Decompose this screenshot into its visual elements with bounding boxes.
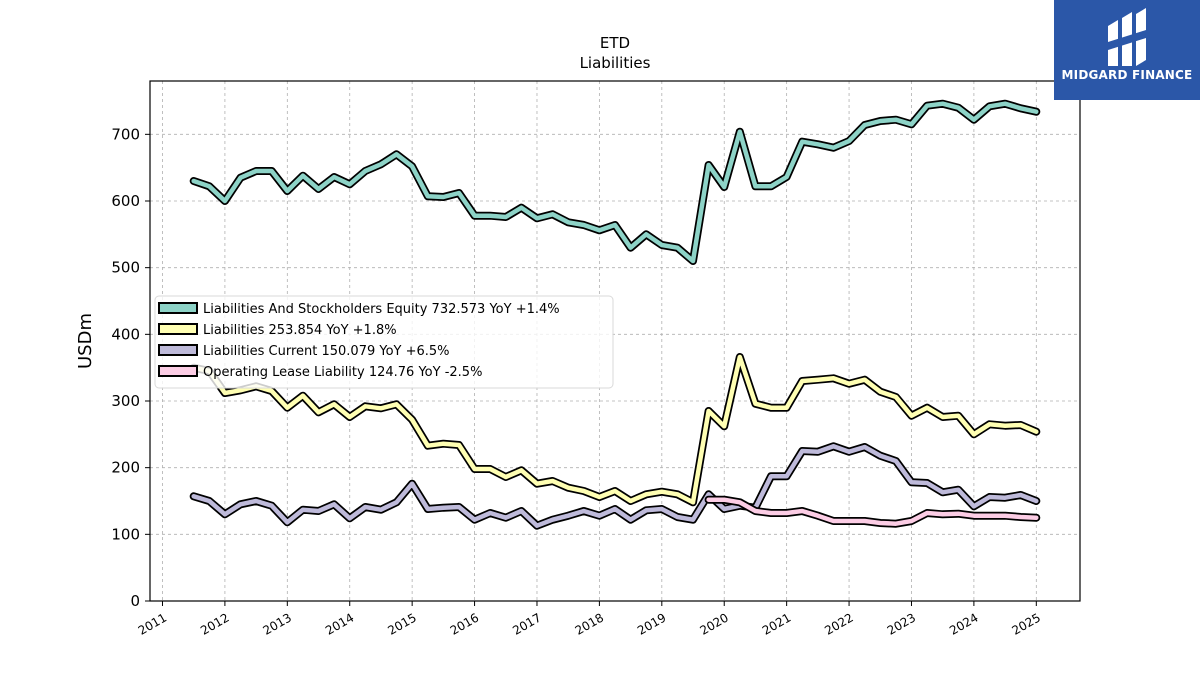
x-tick-label: 2018 [573,610,606,637]
legend-swatch [158,323,198,335]
grid [150,81,1080,602]
legend-entry: Liabilities And Stockholders Equity 732.… [203,302,560,317]
x-tick-label: 2012 [198,610,231,637]
x-tick-label: 2022 [822,610,855,637]
x-tick-label: 2011 [136,610,169,637]
y-tick-label: 300 [111,392,140,410]
series-line-outline [189,442,1041,530]
y-tick-label: 600 [111,192,140,210]
x-tick-label: 2019 [635,610,668,637]
series-line [191,444,1039,528]
x-tick-label: 2015 [385,610,418,637]
x-tick-label: 2016 [448,610,481,637]
legend-entry: Liabilities 253.854 YoY +1.8% [203,323,397,338]
series-line [191,354,1039,505]
series-line-outline [189,99,1041,265]
x-tick-label: 2014 [323,610,356,637]
y-tick-label: 500 [111,259,140,277]
x-tick-label: 2017 [510,610,543,637]
plot-frame [149,80,1081,602]
legend-entry: Liabilities Current 150.079 YoY +6.5% [203,344,450,359]
series-line [706,497,1039,526]
x-tick-label: 2020 [697,610,730,637]
x-tick-label: 2023 [885,610,918,637]
x-tick-label: 2024 [947,610,980,637]
series-lines [189,99,1041,530]
y-tick-label: 0 [130,592,140,610]
legend-swatch [158,365,198,377]
series-2 [189,353,1041,507]
midgard-finance-logo: MIDGARD FINANCE [1054,0,1200,100]
chart-title: ETD [600,34,630,52]
x-tick-label: 2021 [760,610,793,637]
y-axis-label: USDm [75,313,96,369]
logo-mark-icon [1108,8,1146,66]
y-tick-label: 200 [111,459,140,477]
x-tick-label: 2025 [1010,610,1043,637]
x-tick-label: 2013 [261,610,294,637]
legend: Liabilities And Stockholders Equity 732.… [154,295,614,389]
chart-subtitle: Liabilities [580,54,651,72]
y-tick-label: 700 [111,125,140,143]
y-tick-label: 400 [111,325,140,343]
series-1 [189,99,1041,265]
legend-entry: Operating Lease Liability 124.76 YoY -2.… [203,365,482,380]
series-4 [704,495,1041,528]
series-line [191,101,1039,264]
y-tick-label: 100 [111,525,140,543]
series-3 [189,442,1041,530]
legend-box [154,295,614,389]
logo-text: MIDGARD FINANCE [1061,68,1193,82]
legend-swatch [158,344,198,356]
legend-swatch [158,302,198,314]
